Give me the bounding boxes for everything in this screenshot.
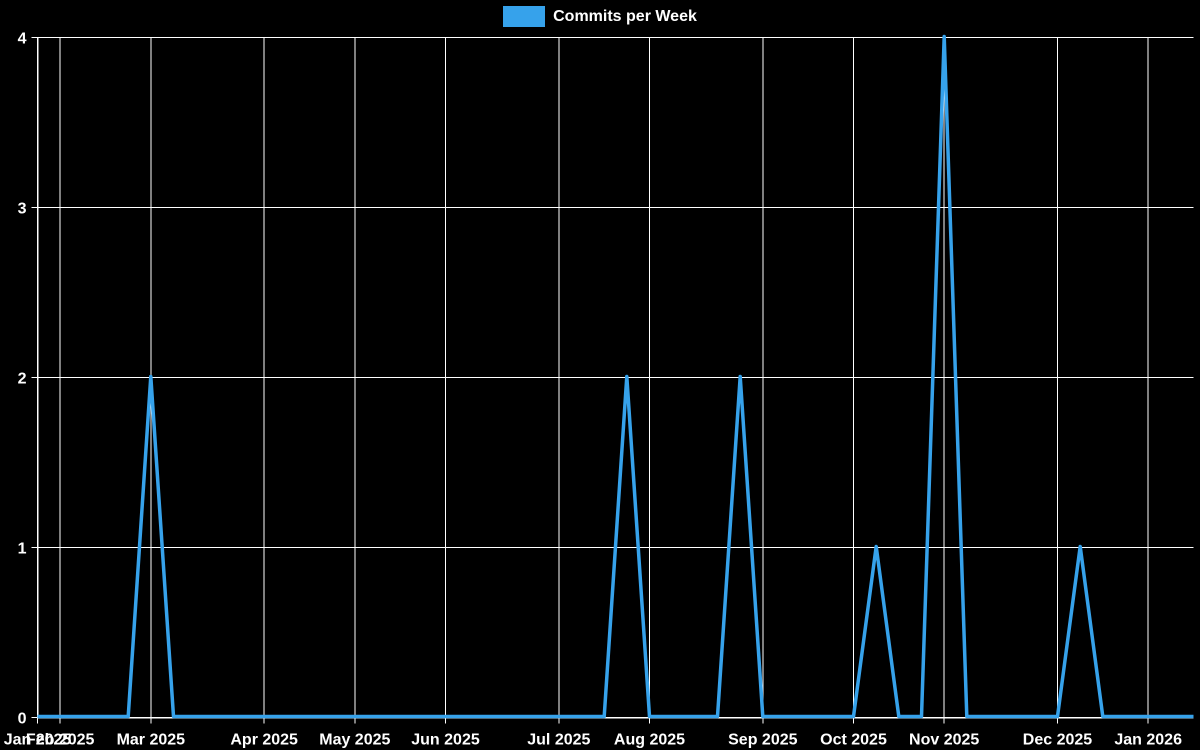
x-tick-label: Sep 2025 [728,732,797,749]
y-tick-label: 4 [18,31,27,48]
x-tick-label: Feb 2025 [26,732,95,749]
x-tick-label: Jul 2025 [527,732,590,749]
legend-label: Commits per Week [553,8,697,25]
x-tick-label: Mar 2025 [117,732,186,749]
y-tick-label: 0 [18,711,27,728]
x-tick-label: Oct 2025 [820,732,887,749]
x-tick-label: Jun 2025 [411,732,480,749]
y-tick-label: 2 [18,371,27,388]
x-tick-label: Jan 2025 [4,732,72,749]
y-tick-label: 3 [18,201,27,218]
x-tick-label: May 2025 [319,732,390,749]
legend[interactable]: Commits per Week [0,6,1200,27]
x-tick-label: Apr 2025 [230,732,298,749]
x-tick-label: Jan 2026 [1114,732,1182,749]
x-tick-label: Dec 2025 [1023,732,1092,749]
legend-swatch [503,6,546,27]
series-line [37,34,1194,719]
y-tick-label: 1 [18,541,27,558]
x-tick-label: Nov 2025 [909,732,979,749]
x-tick-label: Aug 2025 [614,732,685,749]
